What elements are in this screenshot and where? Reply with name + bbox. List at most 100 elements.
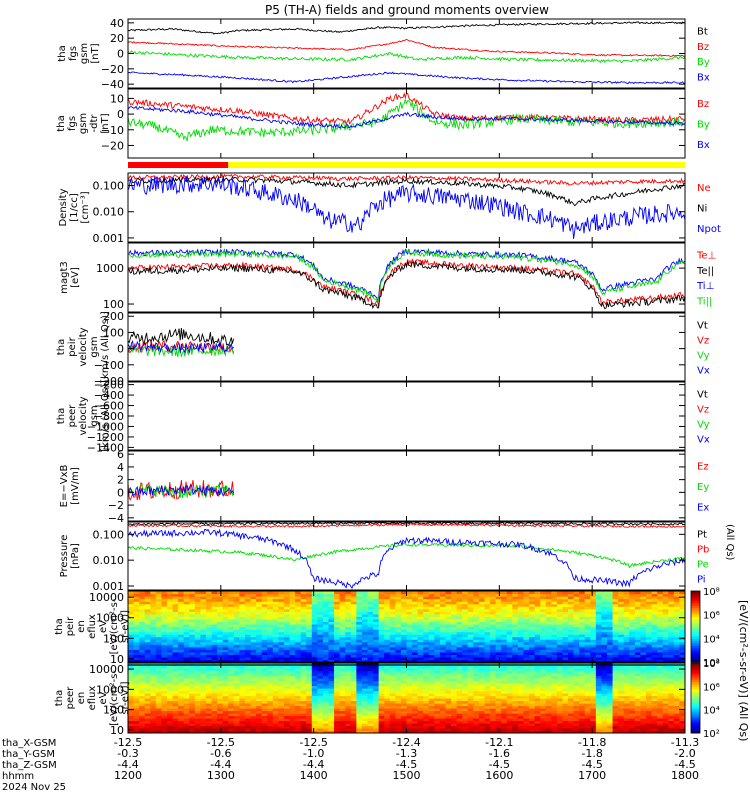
spectrogram-cell xyxy=(473,668,480,672)
spectrogram-cell xyxy=(373,644,380,648)
spectrogram-cell xyxy=(300,713,307,717)
spectrogram-cell xyxy=(456,636,463,640)
spectrogram-cell xyxy=(161,646,168,650)
spectrogram-cell xyxy=(679,601,685,605)
spectrogram-cell xyxy=(651,636,658,640)
spectrogram-cell xyxy=(278,698,285,702)
spectrogram-cell xyxy=(373,649,380,653)
spectrogram-cell xyxy=(244,668,252,672)
spectrogram-cell xyxy=(272,705,279,709)
spectrogram-cell xyxy=(267,591,274,595)
spectrogram-cell xyxy=(222,705,229,709)
spectrogram-cell xyxy=(272,718,279,722)
spectrogram-cell xyxy=(144,708,151,712)
spectrogram-cell xyxy=(289,723,296,727)
spectrogram-cell xyxy=(361,673,369,677)
spectrogram-cell xyxy=(322,678,330,682)
spectrogram-cell xyxy=(490,626,497,630)
spectrogram-cell xyxy=(345,591,352,595)
spectrogram-cell xyxy=(311,601,318,605)
spectrogram-cell xyxy=(155,713,163,717)
spectrogram-cell xyxy=(361,665,369,669)
spectrogram-cell xyxy=(607,631,614,635)
spectrogram-cell xyxy=(172,675,179,679)
spectrogram-cell xyxy=(445,728,452,732)
spectrogram-cell xyxy=(434,636,441,640)
spectrogram-cell xyxy=(423,636,430,640)
spectrogram-cell xyxy=(634,616,642,620)
spectrogram-cell xyxy=(356,651,363,655)
spectrogram-cell xyxy=(634,593,642,597)
spectrogram-cell xyxy=(406,634,413,638)
spectrogram-cell xyxy=(389,723,396,727)
spectrogram-cell xyxy=(456,659,463,662)
spectrogram-cell xyxy=(334,618,341,623)
spectrogram-cell xyxy=(300,626,307,630)
spectrogram-cell xyxy=(545,603,552,607)
spectrogram-cell xyxy=(384,720,391,724)
spectrogram-cell xyxy=(434,680,441,684)
y-tick-label: 0 xyxy=(117,486,124,499)
spectrogram-cell xyxy=(200,710,207,714)
y-tick-label: −40 xyxy=(101,78,124,91)
spectrogram-cell xyxy=(166,639,174,643)
spectrogram-cell xyxy=(378,720,385,724)
spectrogram-cell xyxy=(512,603,519,607)
spectrogram-cell xyxy=(428,606,435,610)
spectrogram-cell xyxy=(389,608,396,612)
spectrogram-cell xyxy=(300,693,307,697)
spectrogram-cell xyxy=(612,613,619,617)
spectrogram-cell xyxy=(144,670,151,674)
spectrogram-cell xyxy=(217,618,224,623)
spectrogram-cell xyxy=(462,623,469,628)
spectrogram-cell xyxy=(668,621,675,625)
spectrogram-cell xyxy=(217,723,224,727)
spectrogram-cell xyxy=(150,710,157,714)
spectrogram-cell xyxy=(367,673,374,677)
spectrogram-cell xyxy=(361,618,369,623)
spectrogram-cell xyxy=(406,693,413,697)
spectrogram-cell xyxy=(306,670,313,674)
spectrogram-cell xyxy=(289,616,296,620)
spectrogram-cell xyxy=(334,720,341,724)
spectrogram-cell xyxy=(256,616,263,620)
spectrogram-cell xyxy=(595,656,603,661)
spectrogram-cell xyxy=(339,670,346,674)
spectrogram-cell xyxy=(462,596,469,600)
spectrogram-cell xyxy=(183,683,190,687)
spectrogram-cell xyxy=(295,641,302,645)
spectrogram-cell xyxy=(350,631,357,635)
spectrogram-cell xyxy=(456,591,463,595)
spectrogram-cell xyxy=(462,680,469,684)
spectrogram-cell xyxy=(267,626,274,630)
spectrogram-cell xyxy=(534,631,541,635)
spectrogram-cell xyxy=(295,675,302,679)
spectrogram-cell xyxy=(395,651,402,655)
spectrogram-cell xyxy=(428,665,435,669)
spectrogram-cell xyxy=(467,683,474,687)
spectrogram-cell xyxy=(584,656,591,661)
spectrogram-cell xyxy=(445,611,452,615)
spectrogram-cell xyxy=(261,675,268,679)
spectrogram-cell xyxy=(200,634,207,638)
spectrogram-cell xyxy=(139,710,146,714)
spectrogram-cell xyxy=(395,675,402,679)
spectrogram-cell xyxy=(289,631,296,635)
spectrogram-cell xyxy=(668,598,675,602)
spectrogram-cell xyxy=(345,665,352,669)
spectrogram-cell xyxy=(534,654,541,658)
spectrogram-cell xyxy=(233,693,240,697)
spectrogram-cell xyxy=(428,700,435,704)
spectrogram-cell xyxy=(451,601,458,605)
spectrogram-cell xyxy=(400,730,408,733)
spectrogram-cell xyxy=(139,626,146,630)
spectrogram-cell xyxy=(540,639,547,643)
spectrogram-cell xyxy=(139,639,146,643)
spectrogram-cell xyxy=(484,596,491,600)
spectrogram-cell xyxy=(478,631,486,635)
spectrogram-cell xyxy=(278,708,285,712)
spectrogram-cell xyxy=(490,613,497,617)
spectrogram-cell xyxy=(478,695,486,699)
spectrogram-cell xyxy=(406,618,413,623)
spectrogram-cell xyxy=(233,623,240,628)
